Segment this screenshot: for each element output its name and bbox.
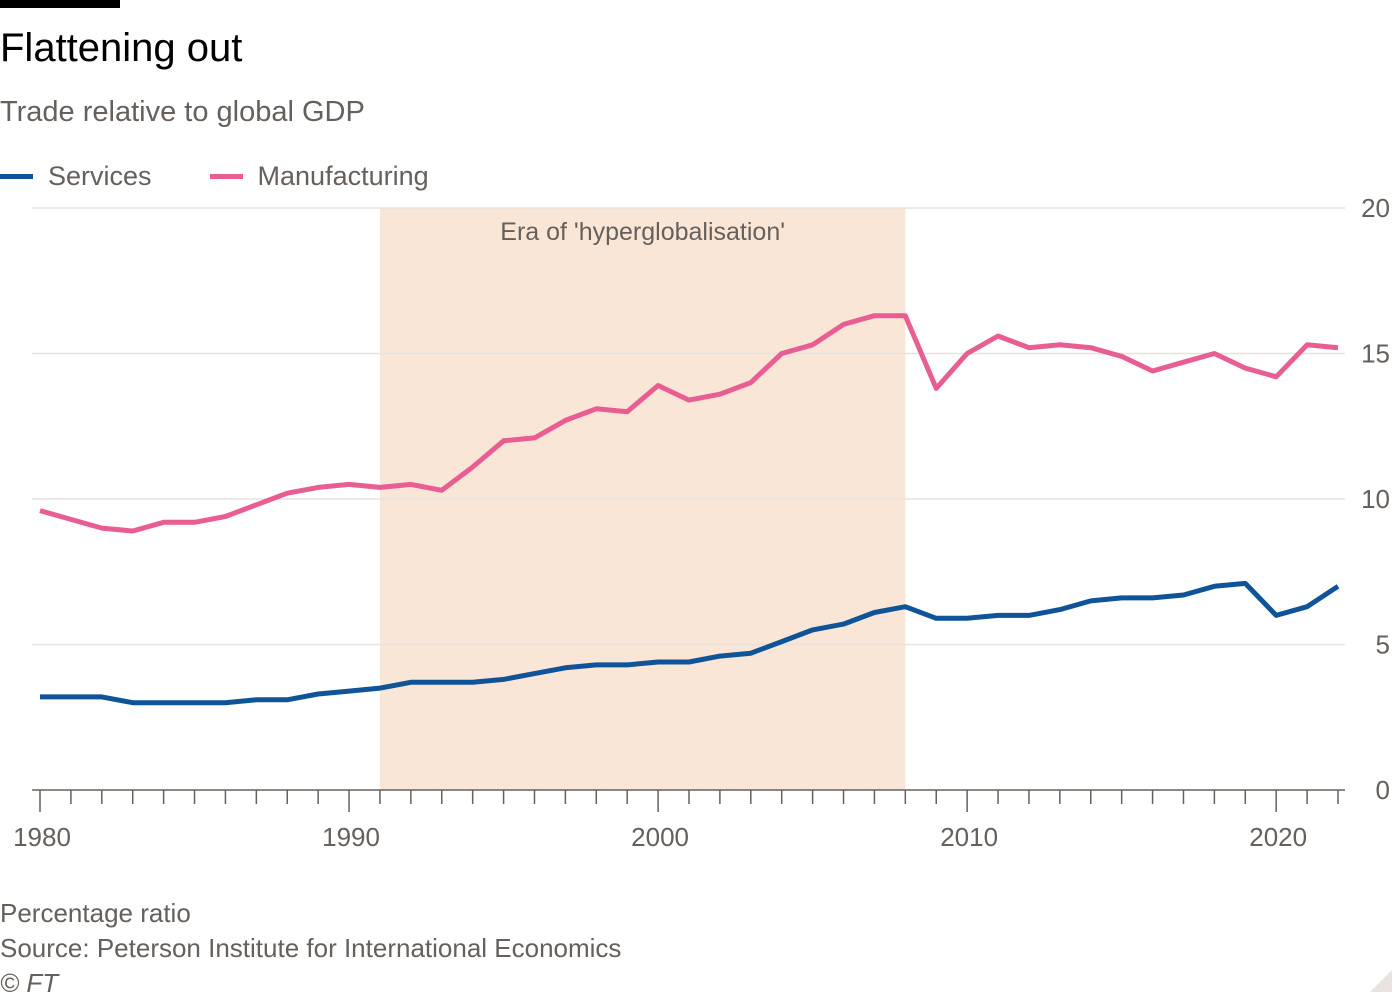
chart-title: Flattening out [0, 26, 243, 70]
brand-bar [0, 0, 120, 8]
y-tick-label-20: 20 [1361, 193, 1390, 223]
series-line-manufacturing [39, 313, 1339, 534]
footer-copyright: © FT [0, 968, 59, 998]
y-tick-label-0: 0 [1376, 775, 1390, 805]
x-tick-label-2010: 2010 [940, 822, 998, 852]
x-tick-label-2020: 2020 [1249, 822, 1307, 852]
legend: Services Manufacturing [0, 158, 487, 194]
legend-label-services: Services [48, 160, 152, 191]
legend-item-manufacturing: Manufacturing [209, 160, 429, 192]
y-tick-label-10: 10 [1361, 484, 1390, 514]
legend-swatch-services [0, 173, 33, 179]
footer-source: Source: Peterson Institute for Internati… [0, 933, 622, 963]
x-tick-label-1990: 1990 [322, 822, 380, 852]
hyperglobalisation-label: Era of 'hyperglobalisation' [500, 218, 785, 246]
series-line-services [40, 580, 1340, 706]
chart-footer: Percentage ratio Source: Peterson Instit… [0, 896, 621, 1001]
y-tick-label-15: 15 [1361, 339, 1390, 369]
legend-item-services: Services [0, 161, 152, 192]
line-chart: Era of 'hyperglobalisation' 0 5 10 15 20 1980 1… [13, 193, 1390, 852]
footer-note: Percentage ratio [0, 898, 191, 928]
chart-subtitle: Trade relative to global GDP [0, 96, 365, 128]
legend-label-manufacturing: Manufacturing [257, 160, 429, 191]
y-tick-label-5: 5 [1376, 630, 1390, 660]
legend-swatch-manufacturing [209, 173, 243, 179]
corner-fold-icon [1370, 970, 1392, 992]
x-tick-label-1980: 1980 [13, 822, 71, 852]
x-tick-label-2000: 2000 [631, 822, 689, 852]
